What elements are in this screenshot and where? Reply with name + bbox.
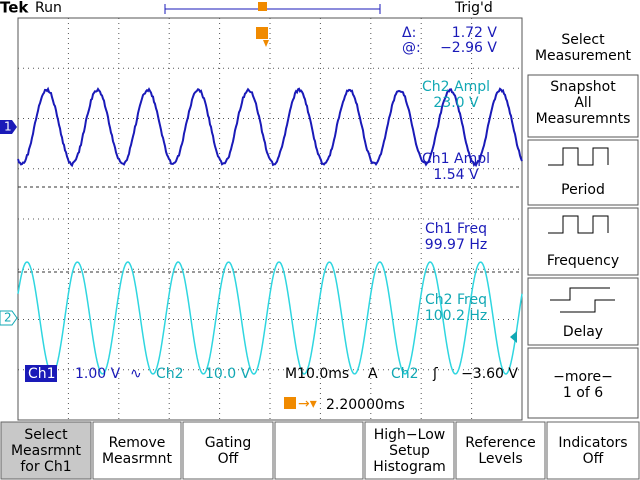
bottom-button[interactable]: GatingOff [183, 422, 273, 479]
measurement-label: Ch2 Ampl [422, 79, 490, 95]
ch1-marker-label: 1 [4, 120, 12, 134]
ch1-coupling: ∿ [130, 366, 142, 382]
bottom-button-label: Indicators [558, 435, 627, 451]
side-menu-title: Measurement [535, 48, 632, 64]
record-bracket [165, 4, 380, 14]
trigger-source: Ch2 [391, 366, 419, 382]
side-button[interactable]: Delay [528, 278, 638, 345]
bottom-button-label: Levels [478, 451, 522, 467]
trigger-status: Trig'd [454, 0, 493, 16]
bottom-button-label: Off [218, 451, 239, 467]
brand: Tek [0, 0, 29, 17]
ch2-label: Ch2 [156, 366, 184, 382]
bottom-button-label: High−Low [374, 427, 445, 443]
bottom-button[interactable]: SelectMeasrmntfor Ch1 [1, 422, 91, 479]
side-button-label: Snapshot [550, 79, 616, 95]
delay-icon [284, 397, 296, 409]
bottom-button-label: Reference [465, 435, 536, 451]
side-button-label: Period [561, 182, 605, 198]
trigger-position-icon [258, 2, 267, 11]
bottom-button-frame [275, 422, 363, 479]
ch2-scale: 10.0 V [205, 366, 251, 382]
bottom-button[interactable]: IndicatorsOff [547, 422, 639, 479]
bottom-button-label: Setup [389, 443, 430, 459]
side-button-label: −more− [553, 369, 613, 385]
measurement-label: Ch1 Ampl [422, 151, 490, 167]
side-button-label: 1 of 6 [563, 385, 603, 401]
trigger-slope: ʃ [432, 366, 438, 382]
side-button[interactable]: −more− 1 of 6 [528, 348, 638, 418]
trigger-marker [256, 27, 268, 39]
run-state: Run [35, 0, 62, 16]
measurement-value: 1.54 V [433, 167, 479, 183]
trigger-mode: A [368, 366, 378, 382]
bottom-button-label: Gating [205, 435, 252, 451]
measurement-value: 99.97 Hz [425, 237, 487, 253]
bottom-button-label: for Ch1 [20, 459, 71, 475]
bottom-button-label: Measrmnt [11, 443, 82, 459]
measurement-value: 100.2 Hz [425, 308, 487, 324]
side-button[interactable]: Frequency [528, 208, 638, 275]
side-button[interactable]: Period [528, 140, 638, 205]
delta-label: Δ: [402, 25, 416, 41]
bottom-button-label: Off [583, 451, 604, 467]
bottom-menu: SelectMeasrmntfor Ch1RemoveMeasrmntGatin… [1, 422, 639, 479]
side-menu-title: Select [561, 32, 605, 48]
measurement-label: Ch1 Freq [425, 221, 487, 237]
delta-value: 1.72 V [452, 25, 498, 41]
bottom-button-label: Select [24, 427, 68, 443]
trigger-level: −3.60 V [461, 366, 518, 382]
at-value: −2.96 V [440, 40, 497, 56]
ch1-scale: 1.00 V [75, 366, 121, 382]
bottom-button [275, 422, 363, 479]
side-button-label: Frequency [547, 253, 619, 269]
timebase: M10.0ms [285, 366, 349, 382]
delay-value: 2.20000ms [326, 397, 405, 413]
bottom-button[interactable]: High−LowSetupHistogram [365, 422, 454, 479]
side-button-label: Measuremnts [536, 111, 631, 127]
measurement-label: Ch2 Freq [425, 292, 487, 308]
bottom-button-label: Histogram [373, 459, 446, 475]
side-button-label: All [574, 95, 591, 111]
measurement-value: 23.0 V [433, 95, 479, 111]
bottom-button[interactable]: ReferenceLevels [456, 422, 545, 479]
delay-arrow: →▾ [298, 396, 317, 412]
bottom-button[interactable]: RemoveMeasrmnt [93, 422, 181, 479]
ch2-marker-label: 2 [4, 311, 12, 325]
ch1-label: Ch1 [28, 366, 56, 382]
side-button[interactable]: Snapshot All Measuremnts [528, 75, 638, 137]
bottom-button-label: Measrmnt [102, 451, 173, 467]
side-button-label: Delay [563, 324, 603, 340]
at-label: @: [402, 40, 421, 56]
bottom-button-label: Remove [109, 435, 166, 451]
